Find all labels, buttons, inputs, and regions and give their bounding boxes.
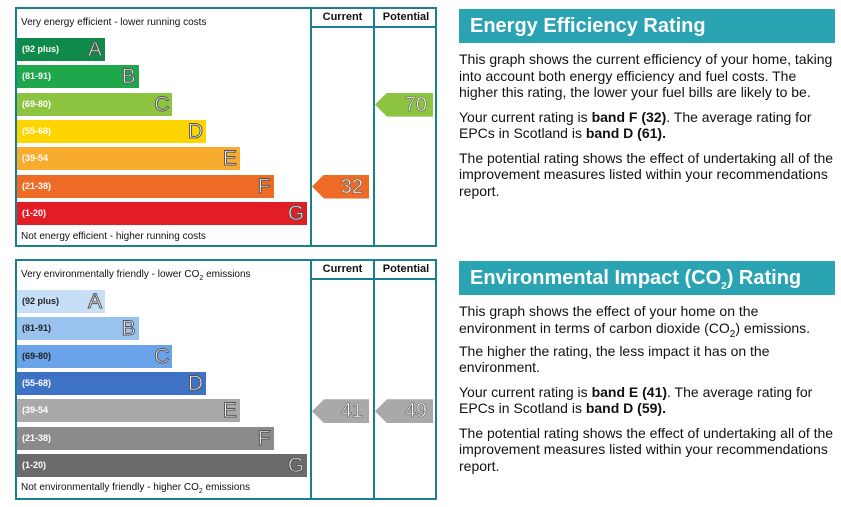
energy-rating-chart: Current Potential Very energy efficient … bbox=[15, 7, 437, 247]
band-range-label: (21-38) bbox=[22, 180, 52, 191]
potential-column-header: Potential bbox=[382, 263, 430, 275]
column-header-line bbox=[310, 278, 435, 280]
rating-band-f: (21-38) F bbox=[17, 426, 274, 450]
current-rating-value: 32 bbox=[340, 175, 363, 198]
rating-band-b: (81-91) B bbox=[17, 317, 139, 341]
band-letter: C bbox=[154, 92, 170, 116]
current-rating-value: 41 bbox=[340, 400, 363, 423]
band-range-label: (92 plus) bbox=[22, 296, 60, 306]
rating-band-b: (81-91) B bbox=[17, 65, 139, 89]
potential-rating-value: 70 bbox=[404, 93, 427, 116]
band-letter: D bbox=[187, 119, 204, 143]
band-letter: F bbox=[257, 174, 271, 198]
energy-description: This graph shows the current efficiency … bbox=[459, 51, 833, 100]
rating-band-g: (1-20) G bbox=[17, 453, 308, 477]
band-letter: D bbox=[187, 371, 204, 395]
current-column-header: Current bbox=[322, 11, 363, 23]
band-range-label: (92 plus) bbox=[22, 44, 60, 54]
chart-top-label: Very energy efficient - lower running co… bbox=[21, 17, 207, 28]
environmental-rating-chart: Current Potential Very environmentally f… bbox=[15, 259, 437, 500]
rating-band-a: (92 plus) A bbox=[17, 290, 105, 314]
band-letter: A bbox=[87, 38, 102, 62]
rating-band-e: (39-54 E bbox=[17, 399, 240, 423]
environmental-rating-title: Environmental Impact (CO2) Rating bbox=[459, 261, 835, 295]
energy-current-rating-text: Your current rating is band F (32). The … bbox=[459, 108, 812, 142]
current-column-header: Current bbox=[322, 263, 363, 275]
energy-rating-panel: Energy Efficiency Rating This graph show… bbox=[459, 9, 835, 199]
environmental-potential-text: The potential rating shows the effect of… bbox=[459, 424, 834, 474]
band-range-label: (55-68) bbox=[22, 377, 52, 388]
band-range-label: (39-54 bbox=[22, 153, 49, 164]
current-rating-arrow: 32 bbox=[312, 174, 369, 199]
rating-band-g: (1-20) G bbox=[17, 201, 308, 225]
environmental-rating-panel: Environmental Impact (CO2) Rating This g… bbox=[459, 261, 835, 474]
column-divider bbox=[373, 261, 375, 498]
band-letter: G bbox=[287, 201, 305, 225]
band-range-label: (39-54 bbox=[22, 405, 49, 416]
band-letter: B bbox=[121, 317, 136, 341]
band-range-label: (55-68) bbox=[22, 125, 52, 136]
rating-band-e: (39-54 E bbox=[17, 147, 240, 171]
band-letter: E bbox=[222, 399, 237, 423]
band-range-label: (81-91) bbox=[22, 71, 52, 82]
rating-band-d: (55-68) D bbox=[17, 371, 207, 395]
band-letter: F bbox=[257, 426, 271, 450]
band-letter: B bbox=[121, 65, 136, 89]
band-range-label: (69-80) bbox=[22, 98, 52, 109]
column-divider bbox=[310, 261, 312, 498]
rating-band-f: (21-38) F bbox=[17, 174, 274, 198]
potential-rating-value: 49 bbox=[404, 400, 427, 423]
rating-band-d: (55-68) D bbox=[17, 119, 207, 143]
band-letter: A bbox=[87, 290, 102, 314]
rating-band-c: (69-80) C bbox=[17, 344, 173, 368]
rating-band-a: (92 plus) A bbox=[17, 38, 105, 62]
potential-rating-arrow: 70 bbox=[375, 92, 433, 117]
current-rating-arrow: 41 bbox=[312, 399, 369, 424]
band-range-label: (1-20) bbox=[22, 459, 47, 470]
band-letter: E bbox=[222, 147, 237, 171]
environmental-current-rating-text: Your current rating is band E (41). The … bbox=[459, 383, 813, 417]
energy-rating-title: Energy Efficiency Rating bbox=[459, 9, 835, 43]
rating-band-c: (69-80) C bbox=[17, 92, 173, 116]
band-range-label: (1-20) bbox=[22, 207, 47, 218]
potential-rating-arrow: 49 bbox=[375, 399, 433, 424]
band-letter: G bbox=[287, 453, 305, 477]
chart-top-label: Very environmentally friendly - lower CO… bbox=[21, 269, 251, 282]
environmental-description: This graph shows the effect of your home… bbox=[459, 303, 811, 376]
column-divider bbox=[310, 9, 312, 245]
column-divider bbox=[373, 9, 375, 245]
band-letter: C bbox=[154, 344, 170, 368]
band-range-label: (81-91) bbox=[22, 323, 52, 334]
band-range-label: (69-80) bbox=[22, 350, 52, 361]
energy-potential-text: The potential rating shows the effect of… bbox=[459, 149, 834, 199]
band-range-label: (21-38) bbox=[22, 432, 52, 443]
chart-bottom-label: Not environmentally friendly - higher CO… bbox=[21, 482, 251, 495]
column-header-line bbox=[310, 26, 435, 28]
potential-column-header: Potential bbox=[382, 11, 430, 23]
chart-bottom-label: Not energy efficient - higher running co… bbox=[21, 231, 206, 242]
